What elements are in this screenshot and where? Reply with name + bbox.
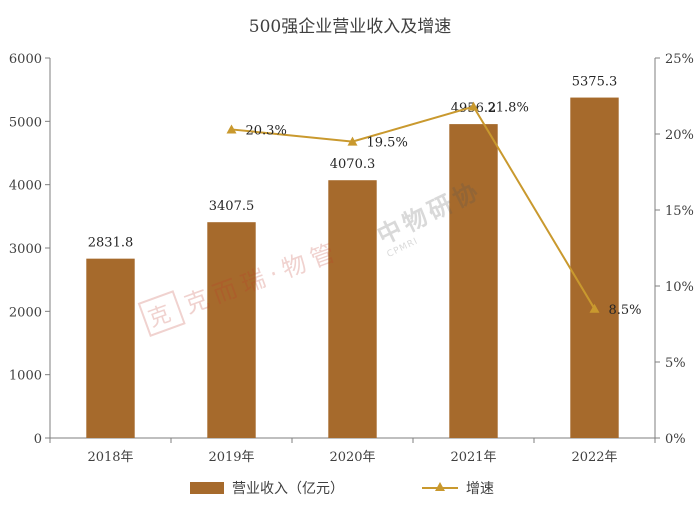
y-right-tick-label: 5% xyxy=(665,356,686,371)
legend-item-revenue[interactable]: 营业收入（亿元） xyxy=(190,478,344,498)
growth-data-label: 19.5% xyxy=(367,136,408,151)
bar xyxy=(207,222,256,438)
growth-data-label: 8.5% xyxy=(609,303,642,318)
y-left-tick-label: 1000 xyxy=(9,369,42,384)
legend-label-revenue: 营业收入（亿元） xyxy=(232,481,344,497)
growth-data-label: 20.3% xyxy=(246,123,287,138)
growth-point-marker xyxy=(589,303,600,313)
x-tick-label: 2020年 xyxy=(329,450,375,465)
legend: 营业收入（亿元） 增速 xyxy=(0,478,700,502)
y-left-tick-label: 0 xyxy=(34,432,42,447)
bar-data-label: 4070.3 xyxy=(330,157,376,172)
bar-data-label: 5375.3 xyxy=(572,75,618,90)
legend-swatch-line xyxy=(422,481,458,495)
bar xyxy=(328,180,377,438)
legend-item-growth[interactable]: 增速 xyxy=(422,478,494,498)
growth-point-marker xyxy=(347,136,358,146)
x-tick-label: 2018年 xyxy=(87,450,133,465)
x-tick-label: 2021年 xyxy=(450,450,496,465)
y-left-tick-label: 2000 xyxy=(9,305,42,320)
bar xyxy=(86,258,135,438)
growth-data-label: 21.8% xyxy=(488,101,529,116)
y-right-tick-label: 10% xyxy=(665,280,694,295)
growth-point-marker xyxy=(468,101,479,111)
bar-data-label: 3407.5 xyxy=(209,199,255,214)
y-left-tick-label: 3000 xyxy=(9,242,42,257)
x-tick-label: 2019年 xyxy=(208,450,254,465)
y-right-tick-label: 20% xyxy=(665,128,694,143)
growth-point-marker xyxy=(226,124,237,134)
y-left-tick-label: 5000 xyxy=(9,115,42,130)
bar xyxy=(570,97,619,438)
y-left-tick-label: 6000 xyxy=(9,52,42,67)
legend-label-growth: 增速 xyxy=(466,481,494,497)
legend-swatch-bar xyxy=(190,482,224,494)
y-right-tick-label: 0% xyxy=(665,432,686,447)
chart-title: 500强企业营业收入及增速 xyxy=(248,17,452,37)
bar xyxy=(449,124,498,438)
bar-data-label: 2831.8 xyxy=(88,236,134,251)
y-right-tick-label: 25% xyxy=(665,52,694,67)
y-right-tick-label: 15% xyxy=(665,204,694,219)
legend-marker-triangle xyxy=(435,482,445,491)
x-tick-label: 2022年 xyxy=(571,450,617,465)
growth-line xyxy=(231,105,596,310)
y-left-tick-label: 4000 xyxy=(9,179,42,194)
